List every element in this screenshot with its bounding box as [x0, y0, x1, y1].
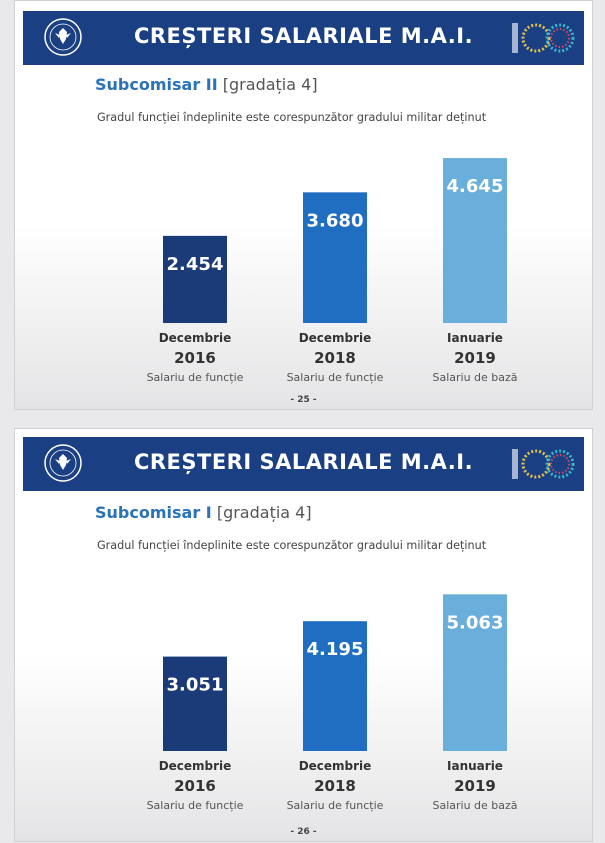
rank-label: Subcomisar I — [95, 503, 212, 522]
category-month-label: Decembrie — [299, 759, 372, 773]
bar-1 — [163, 656, 227, 751]
chart-description: Gradul funcției îndeplinite este corespu… — [97, 539, 487, 552]
chart-description: Gradul funcției îndeplinite este corespu… — [97, 111, 487, 124]
slide-26: CREȘTERI SALARIALE M.A.I. Subcomisar I [… — [14, 428, 593, 842]
bar-value-label: 2.454 — [167, 254, 224, 275]
category-year-label: 2019 — [454, 777, 496, 795]
page-number: - 25 - — [290, 395, 317, 405]
bar-2 — [303, 192, 367, 323]
page-number: - 26 - — [290, 827, 317, 837]
slide-25: CREȘTERI SALARIALE M.A.I. Subcomisar II … — [14, 0, 593, 410]
category-type-label: Salariu de funcție — [287, 799, 384, 812]
bar-chart-25: 2.454 Decembrie 2016 Salariu de funcție 3.68… — [147, 158, 518, 384]
category-year-label: 2018 — [314, 349, 356, 367]
slide-header: CREȘTERI SALARIALE M.A.I. — [23, 437, 584, 491]
bar-value-label: 3.051 — [167, 675, 224, 696]
category-year-label: 2018 — [314, 777, 356, 795]
bar-3 — [443, 158, 507, 323]
bar-value-label: 4.195 — [307, 639, 364, 660]
bar-value-label: 3.680 — [307, 210, 364, 231]
bar-1 — [163, 235, 227, 323]
category-month-label: Decembrie — [159, 759, 232, 773]
chart-subtitle: Subcomisar I [gradația 4] — [95, 503, 312, 522]
category-type-label: Salariu de funcție — [147, 799, 244, 812]
category-year-label: 2019 — [454, 349, 496, 367]
category-type-label: Salariu de funcție — [147, 371, 244, 384]
grade-label: [gradația 4] — [222, 75, 318, 94]
chart-subtitle: Subcomisar II [gradația 4] — [95, 75, 318, 94]
rank-label: Subcomisar II — [95, 75, 218, 94]
category-type-label: Salariu de bază — [432, 371, 517, 384]
category-year-label: 2016 — [174, 777, 216, 795]
header-title: CREȘTERI SALARIALE M.A.I. — [133, 24, 474, 48]
grade-label: [gradația 4] — [216, 503, 312, 522]
category-month-label: Decembrie — [299, 331, 372, 345]
bar-value-label: 4.645 — [447, 176, 504, 197]
slide-header: CREȘTERI SALARIALE M.A.I. — [23, 11, 584, 65]
government-crest-icon — [44, 444, 82, 482]
category-type-label: Salariu de funcție — [287, 371, 384, 384]
category-month-label: Ianuarie — [447, 759, 503, 773]
category-month-label: Decembrie — [159, 331, 232, 345]
centenary-logo-icon — [512, 23, 575, 53]
category-year-label: 2016 — [174, 349, 216, 367]
bar-2 — [303, 621, 367, 751]
bar-chart-26: 3.051 Decembrie 2016 Salariu de funcție 4.19… — [147, 594, 518, 812]
government-crest-icon — [44, 18, 82, 56]
header-title: CREȘTERI SALARIALE M.A.I. — [133, 450, 474, 474]
bar-3 — [443, 594, 507, 751]
category-type-label: Salariu de bază — [432, 799, 517, 812]
bar-value-label: 5.063 — [447, 612, 504, 633]
category-month-label: Ianuarie — [447, 331, 503, 345]
centenary-logo-icon — [512, 449, 575, 479]
